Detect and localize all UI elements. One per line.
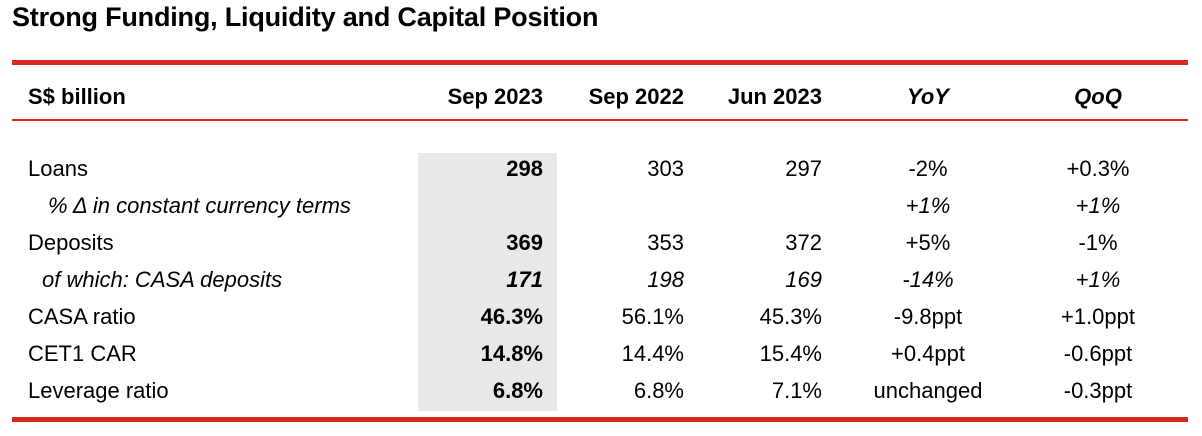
cell-jun-2023: 45.3% <box>759 304 822 329</box>
table-row: Leverage ratio 6.8% 6.8% 7.1% unchanged … <box>0 378 1202 415</box>
cell-sep-2023: 14.8% <box>480 341 543 366</box>
row-label: CASA ratio <box>28 304 136 329</box>
cell-yoy: +1% <box>905 193 951 218</box>
cell-sep-2022: 198 <box>647 267 684 292</box>
table-row: of which: CASA deposits 171 198 169 -14%… <box>0 267 1202 304</box>
cell-sep-2022: 303 <box>647 156 684 181</box>
table-row: CASA ratio 46.3% 56.1% 45.3% -9.8ppt +1.… <box>0 304 1202 341</box>
header-sep-2022: Sep 2022 <box>588 84 684 109</box>
cell-qoq: +1% <box>1075 267 1121 292</box>
cell-yoy: -9.8ppt <box>893 304 963 329</box>
cell-sep-2023: 46.3% <box>480 304 543 329</box>
cell-yoy: +0.4ppt <box>890 341 965 366</box>
header-divider <box>12 119 1188 121</box>
top-divider <box>12 60 1188 65</box>
bottom-divider <box>12 417 1188 422</box>
cell-qoq: -0.3ppt <box>1063 378 1133 403</box>
cell-sep-2022: 353 <box>647 230 684 255</box>
row-label: % Δ in constant currency terms <box>48 193 351 218</box>
cell-jun-2023: 169 <box>785 267 822 292</box>
row-label: Leverage ratio <box>28 378 169 403</box>
cell-qoq: -1% <box>1078 230 1118 255</box>
row-label: of which: CASA deposits <box>42 267 283 292</box>
cell-jun-2023: 372 <box>785 230 822 255</box>
cell-jun-2023: 297 <box>785 156 822 181</box>
cell-sep-2022: 14.4% <box>621 341 684 366</box>
cell-yoy: -2% <box>908 156 948 181</box>
row-label: CET1 CAR <box>28 341 137 366</box>
cell-qoq: +1% <box>1075 193 1121 218</box>
table-row: CET1 CAR 14.8% 14.4% 15.4% +0.4ppt -0.6p… <box>0 341 1202 378</box>
cell-sep-2022: 6.8% <box>633 378 684 403</box>
table-row: % Δ in constant currency terms +1% +1% <box>0 193 1202 230</box>
cell-yoy: +5% <box>905 230 951 255</box>
cell-sep-2023: 369 <box>506 230 543 255</box>
cell-qoq: +0.3% <box>1066 156 1130 181</box>
row-label: Loans <box>28 156 88 181</box>
cell-jun-2023: 7.1% <box>771 378 822 403</box>
cell-qoq: +1.0ppt <box>1060 304 1135 329</box>
cell-yoy: unchanged <box>873 378 983 403</box>
cell-sep-2023: 6.8% <box>492 378 543 403</box>
header-sep-2023: Sep 2023 <box>447 84 543 109</box>
header-units: S$ billion <box>28 84 126 109</box>
table-row: Loans 298 303 297 -2% +0.3% <box>0 156 1202 193</box>
row-label: Deposits <box>28 230 114 255</box>
table-row: Deposits 369 353 372 +5% -1% <box>0 230 1202 267</box>
header-yoy: YoY <box>907 84 949 109</box>
page-title: Strong Funding, Liquidity and Capital Po… <box>12 2 599 32</box>
cell-sep-2023: 298 <box>506 156 543 181</box>
cell-qoq: -0.6ppt <box>1063 341 1133 366</box>
cell-yoy: -14% <box>902 267 954 292</box>
cell-jun-2023: 15.4% <box>759 341 822 366</box>
header-jun-2023: Jun 2023 <box>727 84 822 109</box>
current-period-highlight <box>418 153 557 411</box>
cell-sep-2022: 56.1% <box>621 304 684 329</box>
cell-sep-2023: 171 <box>506 267 543 292</box>
header-qoq: QoQ <box>1074 84 1122 109</box>
